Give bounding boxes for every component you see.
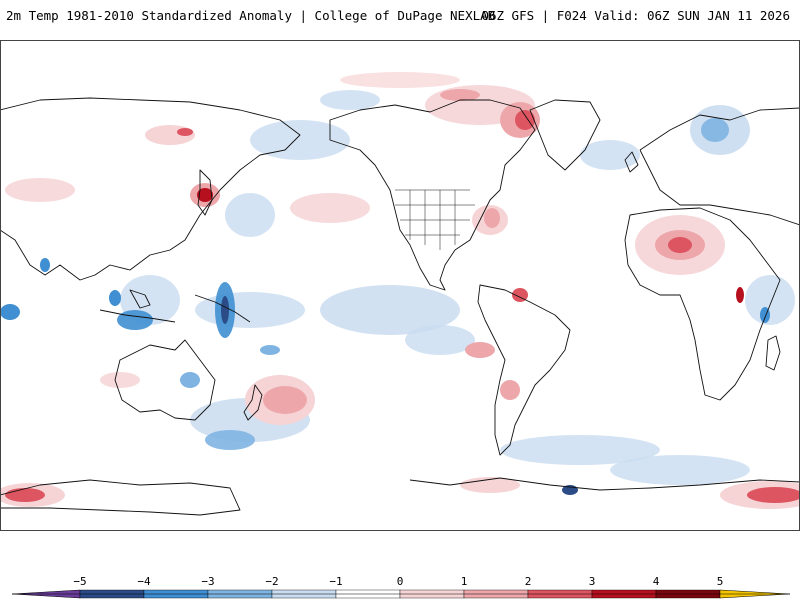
header-bar: 2m Temp 1981-2010 Standardized Anomaly |… — [0, 0, 800, 32]
anomaly-shading — [0, 72, 800, 509]
colorbar-tick-label: −1 — [329, 575, 343, 588]
colorbar-tick-label: −2 — [265, 575, 279, 588]
model-run-label: 06Z GFS | F024 Valid: 06Z SUN JAN 11 202… — [481, 8, 790, 23]
uk-outline — [624, 151, 639, 173]
greenland-outline — [529, 99, 601, 171]
new-zealand-outline — [243, 384, 263, 421]
colorbar-tick-label: 3 — [588, 575, 596, 588]
eurasia-outline — [0, 97, 800, 281]
south-america-outline — [477, 284, 571, 456]
coastlines — [0, 97, 800, 516]
japan-outline — [197, 169, 213, 216]
antarctica-outline — [0, 477, 800, 516]
us-state-lines — [395, 189, 475, 250]
colorbar-tick-label: −4 — [137, 575, 151, 588]
colorbar — [0, 570, 800, 600]
colorbar-tick-label: 5 — [716, 575, 724, 588]
map-title: 2m Temp 1981-2010 Standardized Anomaly |… — [6, 8, 496, 23]
colorbar-tick-label: −5 — [73, 575, 87, 588]
indonesia-outline — [99, 289, 251, 323]
australia-outline — [114, 339, 216, 421]
africa-outline — [624, 207, 781, 401]
madagascar-outline — [765, 335, 781, 371]
colorbar-tick-label: −3 — [201, 575, 215, 588]
anomaly-map — [0, 40, 800, 531]
colorbar-tick-label: 2 — [524, 575, 532, 588]
europe-coast — [639, 149, 800, 226]
colorbar-tick-label: 0 — [396, 575, 404, 588]
colorbar-tick-label: 1 — [460, 575, 468, 588]
colorbar-tick-label: 4 — [652, 575, 660, 588]
north-america-outline — [329, 99, 536, 291]
